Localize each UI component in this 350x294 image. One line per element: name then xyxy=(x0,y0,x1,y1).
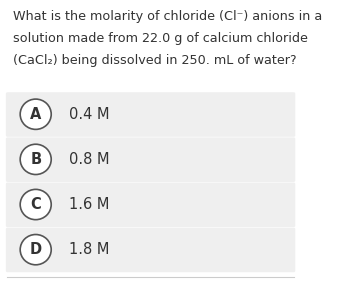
Circle shape xyxy=(20,189,51,220)
Circle shape xyxy=(20,99,51,129)
Text: B: B xyxy=(30,152,41,167)
Circle shape xyxy=(20,235,51,265)
Text: 0.8 M: 0.8 M xyxy=(69,152,110,167)
Text: 1.6 M: 1.6 M xyxy=(69,197,110,212)
FancyBboxPatch shape xyxy=(6,92,295,137)
FancyBboxPatch shape xyxy=(6,228,295,272)
Text: solution made from 22.0 g of calcium chloride: solution made from 22.0 g of calcium chl… xyxy=(13,32,308,45)
Text: A: A xyxy=(30,107,41,122)
FancyBboxPatch shape xyxy=(6,137,295,182)
Text: (CaCl₂) being dissolved in 250. mL of water?: (CaCl₂) being dissolved in 250. mL of wa… xyxy=(13,54,297,67)
Circle shape xyxy=(20,144,51,175)
Text: What is the molarity of chloride (Cl⁻) anions in a: What is the molarity of chloride (Cl⁻) a… xyxy=(13,10,323,23)
Text: 0.4 M: 0.4 M xyxy=(69,107,110,122)
FancyBboxPatch shape xyxy=(6,183,295,227)
Text: 1.8 M: 1.8 M xyxy=(69,242,110,257)
Text: C: C xyxy=(30,197,41,212)
Text: D: D xyxy=(30,242,42,257)
